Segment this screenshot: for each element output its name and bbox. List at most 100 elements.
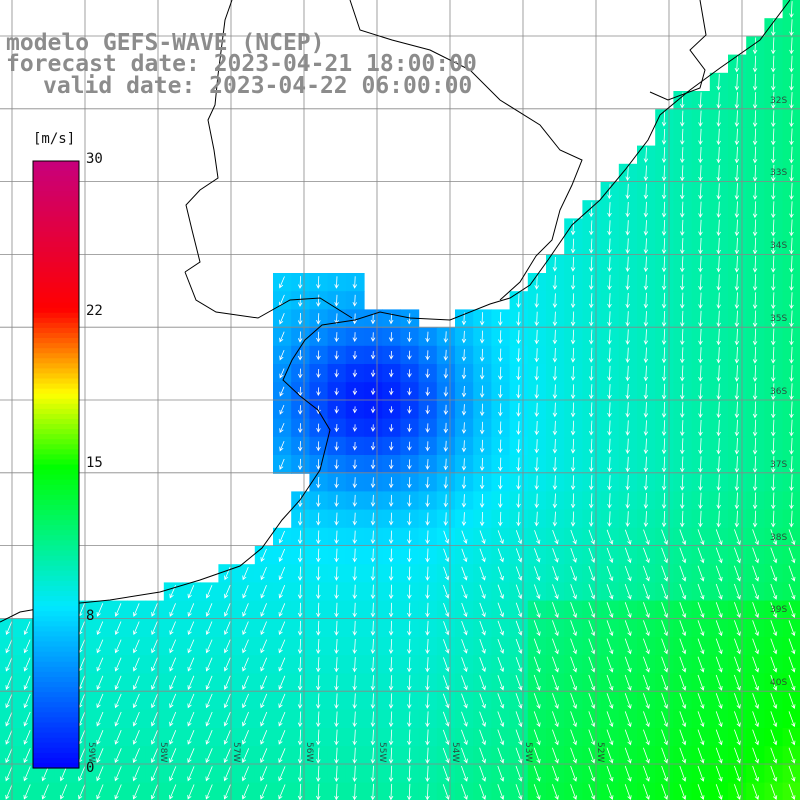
wind-arrow <box>643 674 650 691</box>
wind-arrow <box>223 657 231 672</box>
wind-arrow <box>516 330 521 345</box>
wind-arrow <box>96 675 104 690</box>
wind-arrow <box>661 674 668 691</box>
wind-arrow <box>515 675 523 691</box>
forecast-date: forecast date: 2023-04-21 18:00:00 <box>6 51 477 77</box>
wind-arrow <box>388 729 394 746</box>
wind-arrow <box>534 457 540 472</box>
wind-arrow <box>5 711 13 727</box>
wind-arrow <box>96 657 104 672</box>
wind-arrow <box>443 530 450 544</box>
colorbar-segment <box>33 702 79 708</box>
wind-arrow <box>352 693 357 709</box>
wind-arrow <box>425 657 430 673</box>
wind-arrow <box>461 675 468 691</box>
wind-arrow <box>169 784 177 800</box>
wind-arrow <box>515 784 523 800</box>
wind-arrow <box>715 565 723 582</box>
wind-arrow <box>352 657 357 673</box>
wind-arrow <box>352 765 357 783</box>
wind-arrow <box>425 729 430 746</box>
wind-arrow <box>698 237 703 255</box>
wind-speed-cell <box>473 782 492 800</box>
lon-label: 55W <box>377 742 387 763</box>
colorbar-segment <box>33 666 79 673</box>
wind-arrow <box>589 347 594 363</box>
colorbar-segment <box>33 479 79 486</box>
colorbar-segment <box>33 530 79 536</box>
wind-speed-cell <box>782 655 800 674</box>
wind-arrow <box>5 657 13 672</box>
wind-arrow <box>461 657 468 673</box>
wind-arrow <box>661 656 668 673</box>
wind-arrow <box>132 748 140 764</box>
wind-arrow <box>570 347 576 363</box>
wind-arrow <box>661 456 667 473</box>
wind-arrow <box>715 747 723 764</box>
wind-arrow <box>771 419 776 437</box>
wind-arrow <box>498 457 503 472</box>
wind-arrow <box>479 403 485 417</box>
wind-arrow <box>150 748 159 764</box>
wind-arrow <box>370 313 376 325</box>
wind-arrow <box>661 183 667 200</box>
wind-arrow <box>624 765 632 782</box>
wind-arrow <box>278 639 286 654</box>
wind-arrow <box>334 512 339 526</box>
wind-arrow <box>316 657 321 673</box>
wind-arrow <box>407 512 412 526</box>
wind-arrow <box>588 656 596 673</box>
wind-arrow <box>643 492 649 509</box>
wind-arrow <box>297 711 303 728</box>
wind-arrow <box>625 220 630 236</box>
wind-arrow <box>552 693 559 709</box>
wind-arrow <box>643 165 649 182</box>
wind-arrow <box>771 37 776 55</box>
wind-arrow <box>752 365 758 382</box>
wind-arrow <box>552 584 559 600</box>
wind-arrow <box>479 747 486 764</box>
wind-arrow <box>661 765 668 782</box>
wind-arrow <box>679 693 687 709</box>
wind-arrow <box>425 638 430 655</box>
wind-arrow <box>316 602 321 618</box>
wind-arrow <box>78 784 86 800</box>
wind-arrow <box>533 765 541 782</box>
wind-arrow <box>279 368 285 379</box>
wind-arrow <box>407 441 412 451</box>
wind-arrow <box>260 621 267 636</box>
wind-arrow <box>223 675 231 690</box>
wind-arrow <box>407 620 412 636</box>
wind-arrow <box>643 420 649 436</box>
wind-arrow <box>752 674 759 691</box>
colorbar-segment <box>33 171 79 177</box>
wind-arrow <box>479 711 486 727</box>
colorbar-segment <box>33 277 79 283</box>
wind-arrow <box>260 639 268 654</box>
wind-arrow <box>770 693 778 709</box>
colorbar-segment <box>33 550 79 557</box>
wind-arrow <box>169 621 176 636</box>
wind-arrow <box>661 256 667 273</box>
colorbar-segment <box>33 762 79 769</box>
wind-arrow <box>552 256 558 272</box>
wind-arrow <box>534 493 539 509</box>
wind-arrow <box>589 475 594 491</box>
wind-arrow <box>23 693 31 709</box>
wind-arrow <box>5 693 13 709</box>
wind-arrow <box>697 656 705 673</box>
wind-arrow <box>461 440 467 453</box>
wind-arrow <box>479 312 485 326</box>
wind-arrow <box>625 274 630 291</box>
wind-arrow <box>698 492 703 510</box>
wind-arrow <box>370 765 376 783</box>
wind-arrow <box>278 730 286 745</box>
wind-arrow <box>552 529 559 545</box>
wind-arrow <box>96 711 104 727</box>
wind-arrow <box>497 729 505 746</box>
lat-label: 38S <box>770 533 788 543</box>
wind-arrow <box>625 238 630 254</box>
wind-arrow <box>352 294 358 307</box>
wind-speed-cell <box>782 673 800 693</box>
map-title: modelo GEFS-WAVE (NCEP) <box>6 30 325 56</box>
